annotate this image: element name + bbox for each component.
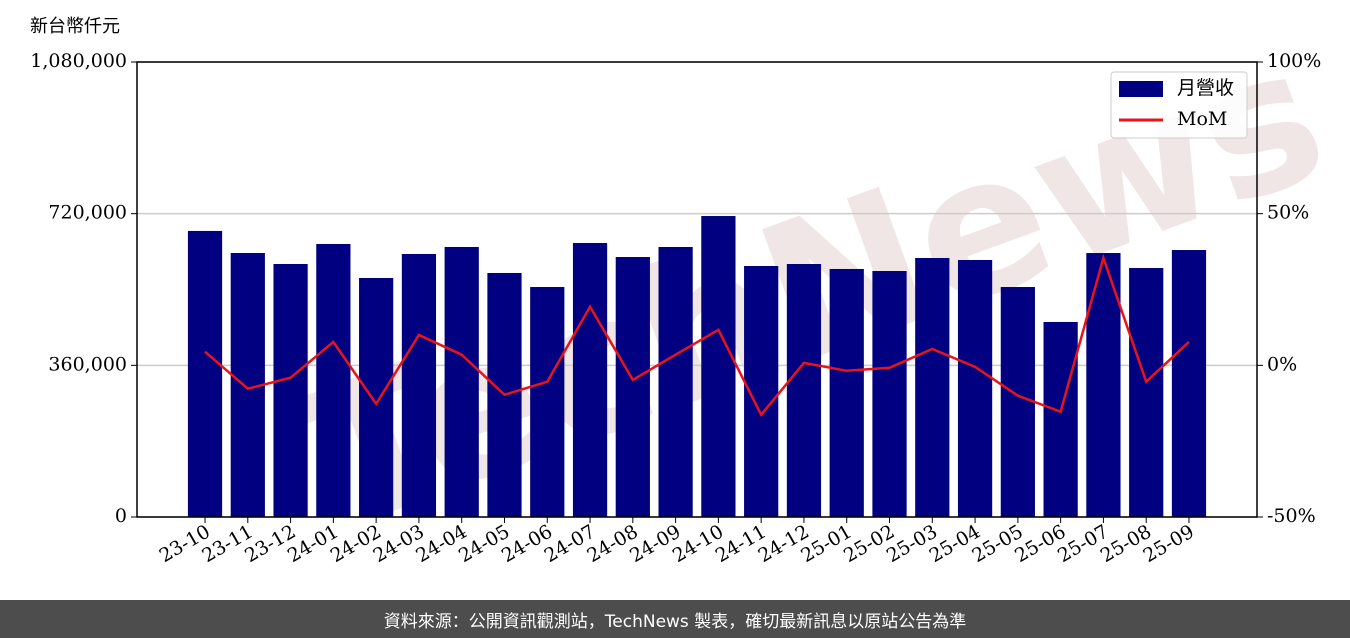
bar xyxy=(1043,321,1078,517)
y-tick-label: 0 xyxy=(115,505,127,527)
bar xyxy=(444,246,479,517)
bar xyxy=(658,246,693,517)
y-tick-label: 360,000 xyxy=(48,353,127,375)
plot-frame xyxy=(136,61,1258,518)
y-tick-label: 1,080,000 xyxy=(30,50,127,72)
bar xyxy=(187,230,223,517)
y-tick-label: 720,000 xyxy=(48,202,127,224)
bar xyxy=(401,253,437,517)
bar xyxy=(872,271,907,517)
y2-tick-label: 50% xyxy=(1267,202,1309,224)
bar xyxy=(701,216,736,517)
bar xyxy=(786,264,822,517)
bar xyxy=(957,260,993,517)
bar xyxy=(1000,287,1035,517)
legend-label: 月營收 xyxy=(1177,77,1234,99)
y-axis-label: 新台幣仟元 xyxy=(30,16,120,37)
bar xyxy=(530,287,565,517)
bar xyxy=(915,257,950,517)
line xyxy=(204,253,1190,418)
y2-tick-label: 100% xyxy=(1267,50,1321,72)
bar xyxy=(1129,268,1164,517)
legend-swatch xyxy=(1119,81,1163,97)
bar xyxy=(273,264,308,517)
bar xyxy=(1171,250,1207,517)
bar xyxy=(572,242,608,517)
chart: TechNews 新台幣仟元 0360,000720,0001,080,000-… xyxy=(30,3,1350,572)
bar xyxy=(615,257,650,517)
footer: 資料來源：公開資訊觀測站，TechNews 製表，確切最新訊息以原站公告為準 xyxy=(0,600,1350,638)
x-tick-label: 25-09 xyxy=(1140,521,1198,567)
y2-tick-label: -50% xyxy=(1267,505,1316,527)
bar xyxy=(359,277,394,517)
bar xyxy=(829,268,864,517)
y2-tick-label: 0% xyxy=(1267,353,1297,375)
bar xyxy=(316,244,351,517)
legend-label: MoM xyxy=(1177,108,1227,130)
